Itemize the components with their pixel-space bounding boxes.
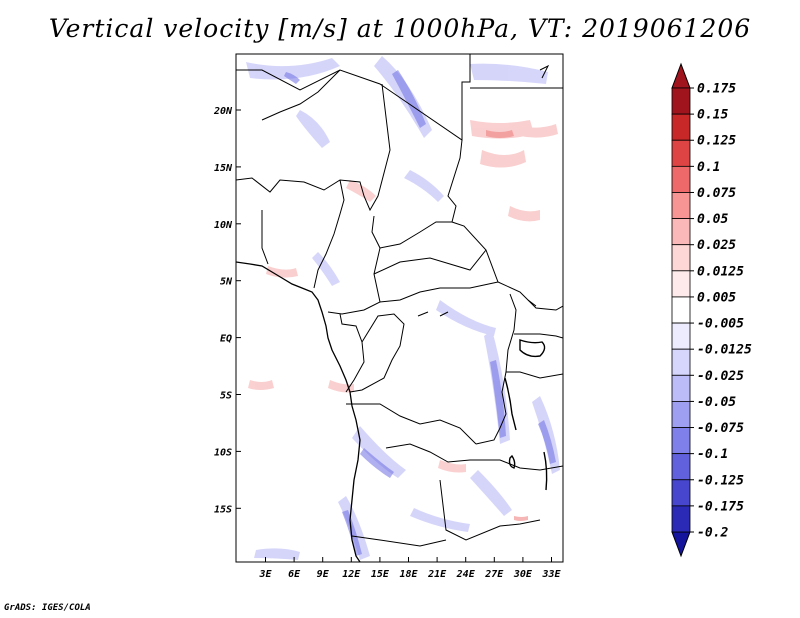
lon-label: 24E [456,569,476,580]
lat-label: 15S [214,504,232,515]
colorbar-label: 0.15 [697,108,728,123]
colorbar-label: 0.05 [697,212,728,227]
lon-label: 15E [371,569,390,580]
lon-label: 30E [513,569,533,580]
colorbar-top-arrow [671,62,691,89]
colorbar-segment [671,139,691,167]
chart-title: Vertical velocity [m/s] at 1000hPa, VT: … [48,14,752,43]
colorbar-label: 0.1 [697,160,720,175]
colorbar-label: -0.075 [697,421,744,436]
colorbar-label: 0.005 [697,290,736,305]
lat-label: 10S [214,447,232,458]
colorbar-segment [671,87,691,115]
latitude-labels: 20N 15N 10N 5N EQ 5S 10S 15S [213,106,241,515]
colorbar-segment [671,348,691,376]
lat-label: EQ [220,334,232,345]
colorbar-label: -0.2 [697,526,728,541]
lon-label: 33E [541,569,561,580]
colorbar-label: -0.025 [697,369,744,384]
longitude-labels: 3E 6E 9E 12E 15E 18E 21E 24E 27E 30E 33E [258,557,562,580]
colorbar-segment [671,374,691,402]
colorbar-label: 0.125 [697,134,736,149]
grads-credit: GrADS: IGES/COLA [4,603,91,613]
lat-label: 5N [220,277,233,288]
colorbar-segment [671,113,691,141]
colorbar-label: -0.1 [697,447,728,462]
colorbar-label: 0.025 [697,238,736,253]
colorbar-label: -0.005 [697,317,744,332]
colorbar-label: 0.075 [697,186,736,201]
colorbar-segment [671,296,691,324]
colorbar-bottom-arrow [671,531,691,558]
lon-label: 12E [342,569,361,580]
colorbar-segment [671,505,691,533]
lat-label: 20N [213,106,233,117]
colorbar-segment [671,479,691,507]
colorbar-label: -0.125 [697,473,744,488]
colorbar-segment [671,244,691,272]
colorbar-segment [671,453,691,481]
lat-label: 15N [214,163,233,174]
lat-label: 5S [220,391,232,402]
colorbar-segment [671,427,691,455]
lon-label: 27E [484,569,504,580]
colorbar-label: -0.05 [697,395,736,410]
colorbar: 0.175 0.15 0.125 0.1 0.075 0.05 0.025 0.0125 0.0… [671,62,752,558]
colorbar-label: 0.0125 [697,264,744,279]
map-frame [235,53,564,563]
lon-label: 21E [427,569,447,580]
lon-label: 6E [288,569,301,580]
lon-label: 3E [258,569,272,580]
colorbar-segment [671,322,691,350]
colorbar-label: -0.0125 [697,343,752,358]
field-shading [246,56,560,560]
colorbar-label: -0.175 [697,499,744,514]
colorbar-label: 0.175 [697,82,736,97]
lat-label: 10N [214,220,233,231]
lon-label: 9E [317,569,330,580]
colorbar-segment [671,165,691,193]
colorbar-segment [671,192,691,219]
lon-label: 18E [399,569,418,580]
colorbar-segment [671,401,691,428]
colorbar-segment [671,218,691,246]
boundaries [236,54,563,562]
colorbar-segment [671,270,691,298]
